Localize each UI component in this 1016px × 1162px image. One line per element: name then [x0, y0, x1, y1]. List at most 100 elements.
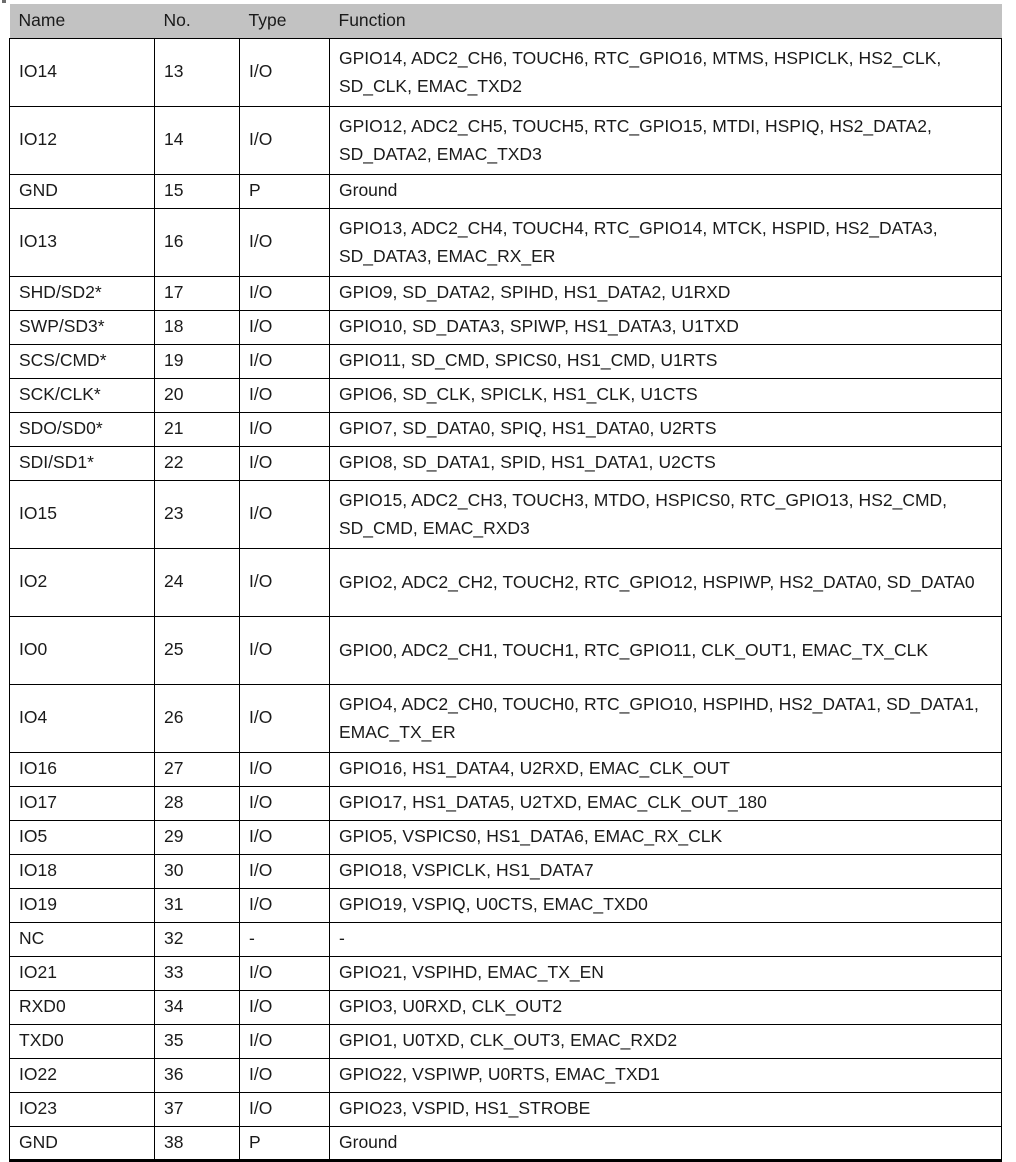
cell-pin-function: GPIO23, VSPID, HS1_STROBE — [329, 1091, 1002, 1127]
cell-pin-name: SDO/SD0* — [9, 411, 155, 447]
cell-pin-function: GPIO21, VSPIHD, EMAC_TX_EN — [329, 955, 1002, 991]
pin-function-text: GPIO17, HS1_DATA5, U2TXD, EMAC_CLK_OUT_1… — [339, 792, 767, 813]
pin-function-text: GPIO21, VSPIHD, EMAC_TX_EN — [339, 962, 604, 983]
cell-pin-number: 38 — [154, 1125, 240, 1162]
cell-pin-number: 27 — [154, 751, 240, 787]
cell-pin-function: GPIO3, U0RXD, CLK_OUT2 — [329, 989, 1002, 1025]
cell-pin-type: I/O — [239, 989, 330, 1025]
table-row: IO19 31 I/O GPIO19, VSPIQ, U0CTS, EMAC_TXD0 — [9, 887, 1002, 923]
cell-pin-function: Ground — [329, 1125, 1002, 1162]
cell-pin-number: 26 — [154, 683, 240, 753]
table-row: IO0 25 I/O GPIO0, ADC2_CH1, TOUCH1, RTC_GPI… — [9, 615, 1002, 685]
table-row: SDI/SD1* 22 I/O GPIO8, SD_DATA1, SPID, HS1_… — [9, 445, 1002, 481]
cell-pin-type: I/O — [239, 887, 330, 923]
cell-pin-name: IO15 — [9, 479, 155, 549]
cell-pin-number: 36 — [154, 1057, 240, 1093]
cell-pin-number: 25 — [154, 615, 240, 685]
cell-pin-name: GND — [9, 1125, 155, 1162]
table-row: IO5 29 I/O GPIO5, VSPICS0, HS1_DATA6, EMAC_… — [9, 819, 1002, 855]
cell-pin-name: IO14 — [9, 37, 155, 107]
cell-pin-type: I/O — [239, 683, 330, 753]
cell-pin-type: I/O — [239, 445, 330, 481]
cell-pin-function: GPIO4, ADC2_CH0, TOUCH0, RTC_GPIO10, HSP… — [329, 683, 1002, 753]
cell-pin-number: 31 — [154, 887, 240, 923]
cell-pin-name: IO4 — [9, 683, 155, 753]
cell-pin-name: SCS/CMD* — [9, 343, 155, 379]
cell-pin-name: IO23 — [9, 1091, 155, 1127]
cell-pin-type: I/O — [239, 785, 330, 821]
cell-pin-name: NC — [9, 921, 155, 957]
pin-function-text: GPIO7, SD_DATA0, SPIQ, HS1_DATA0, U2RTS — [339, 418, 717, 439]
cell-pin-number: 23 — [154, 479, 240, 549]
table-body: IO14 13 I/O GPIO14, ADC2_CH6, TOUCH6, RTC_G… — [9, 37, 1002, 1162]
cell-pin-type: I/O — [239, 1057, 330, 1093]
table-row: SCK/CLK* 20 I/O GPIO6, SD_CLK, SPICLK, HS1_… — [9, 377, 1002, 413]
cell-pin-type: I/O — [239, 853, 330, 889]
cell-pin-type: P — [239, 1125, 330, 1162]
cell-pin-number: 37 — [154, 1091, 240, 1127]
pin-function-text: Ground — [339, 180, 398, 201]
cell-pin-number: 14 — [154, 105, 240, 175]
cell-pin-function: GPIO22, VSPIWP, U0RTS, EMAC_TXD1 — [329, 1057, 1002, 1093]
cell-pin-type: I/O — [239, 343, 330, 379]
table-row: IO21 33 I/O GPIO21, VSPIHD, EMAC_TX_EN — [9, 955, 1002, 991]
cell-pin-type: P — [239, 173, 330, 209]
table-row: SHD/SD2* 17 I/O GPIO9, SD_DATA2, SPIHD, HS1… — [9, 275, 1002, 311]
table-row: SCS/CMD* 19 I/O GPIO11, SD_CMD, SPICS0, HS1… — [9, 343, 1002, 379]
cell-pin-type: I/O — [239, 411, 330, 447]
pin-function-text: GPIO5, VSPICS0, HS1_DATA6, EMAC_RX_CLK — [339, 826, 723, 847]
cell-pin-function: GPIO10, SD_DATA3, SPIWP, HS1_DATA3, U1TX… — [329, 309, 1002, 345]
cell-pin-name: RXD0 — [9, 989, 155, 1025]
cell-pin-function: GPIO17, HS1_DATA5, U2TXD, EMAC_CLK_OUT_1… — [329, 785, 1002, 821]
table-row: IO16 27 I/O GPIO16, HS1_DATA4, U2RXD, EMAC_… — [9, 751, 1002, 787]
pin-function-text: GPIO22, VSPIWP, U0RTS, EMAC_TXD1 — [339, 1064, 660, 1085]
cell-pin-name: IO12 — [9, 105, 155, 175]
cell-pin-number: 16 — [154, 207, 240, 277]
pin-function-text: GPIO18, VSPICLK, HS1_DATA7 — [339, 860, 594, 881]
cell-pin-function: - — [329, 921, 1002, 957]
table-header-row: Name No. Type Function — [9, 4, 1002, 38]
pin-function-text: GPIO8, SD_DATA1, SPID, HS1_DATA1, U2CTS — [339, 452, 716, 473]
cell-pin-type: I/O — [239, 751, 330, 787]
cell-pin-function: GPIO19, VSPIQ, U0CTS, EMAC_TXD0 — [329, 887, 1002, 923]
pin-function-text: GPIO14, ADC2_CH6, TOUCH6, RTC_GPIO16, MT… — [339, 47, 942, 96]
table-row: IO12 14 I/O GPIO12, ADC2_CH5, TOUCH5, RTC_G… — [9, 105, 1002, 175]
cell-pin-name: IO0 — [9, 615, 155, 685]
pin-function-text: GPIO13, ADC2_CH4, TOUCH4, RTC_GPIO14, MT… — [339, 217, 938, 266]
cell-pin-name: SCK/CLK* — [9, 377, 155, 413]
table-header: Name No. Type Function — [9, 4, 1002, 38]
column-header-name: Name — [9, 4, 155, 38]
cell-pin-number: 29 — [154, 819, 240, 855]
cell-pin-number: 13 — [154, 37, 240, 107]
cell-pin-number: 35 — [154, 1023, 240, 1059]
pin-function-text: GPIO12, ADC2_CH5, TOUCH5, RTC_GPIO15, MT… — [339, 115, 932, 164]
table-row: IO15 23 I/O GPIO15, ADC2_CH3, TOUCH3, MTDO,… — [9, 479, 1002, 549]
cell-pin-number: 20 — [154, 377, 240, 413]
cell-pin-type: I/O — [239, 37, 330, 107]
cell-pin-function: GPIO0, ADC2_CH1, TOUCH1, RTC_GPIO11, CLK… — [329, 615, 1002, 685]
pin-function-text: GPIO9, SD_DATA2, SPIHD, HS1_DATA2, U1RXD — [339, 282, 731, 303]
column-header-type: Type — [239, 4, 330, 38]
cell-pin-name: IO22 — [9, 1057, 155, 1093]
cell-pin-number: 34 — [154, 989, 240, 1025]
cell-pin-name: SWP/SD3* — [9, 309, 155, 345]
pin-function-text: GPIO1, U0TXD, CLK_OUT3, EMAC_RXD2 — [339, 1030, 678, 1051]
cell-pin-number: 22 — [154, 445, 240, 481]
table-row: IO17 28 I/O GPIO17, HS1_DATA5, U2TXD, EMAC_… — [9, 785, 1002, 821]
table-row: IO13 16 I/O GPIO13, ADC2_CH4, TOUCH4, RTC_G… — [9, 207, 1002, 277]
cell-pin-number: 15 — [154, 173, 240, 209]
cell-pin-number: 24 — [154, 547, 240, 617]
pin-function-text: - — [339, 928, 345, 949]
column-header-no: No. — [154, 4, 240, 38]
pin-function-text: Ground — [339, 1131, 398, 1152]
cell-pin-name: IO17 — [9, 785, 155, 821]
cell-pin-name: GND — [9, 173, 155, 209]
table-row: SDO/SD0* 21 I/O GPIO7, SD_DATA0, SPIQ, HS1_… — [9, 411, 1002, 447]
pin-function-text: GPIO0, ADC2_CH1, TOUCH1, RTC_GPIO11, CLK… — [339, 639, 929, 660]
cell-pin-number: 32 — [154, 921, 240, 957]
table-row: IO14 13 I/O GPIO14, ADC2_CH6, TOUCH6, RTC_G… — [9, 37, 1002, 107]
cell-pin-type: I/O — [239, 105, 330, 175]
table-row: GND 38 P Ground — [9, 1125, 1002, 1162]
cell-pin-type: I/O — [239, 955, 330, 991]
